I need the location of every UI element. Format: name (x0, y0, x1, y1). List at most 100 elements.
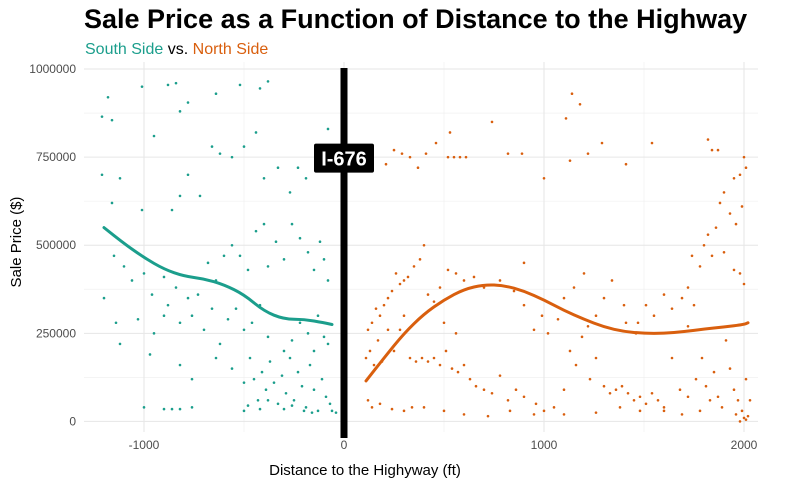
south-point (254, 131, 258, 134)
south-point (258, 87, 262, 90)
north-point (738, 272, 742, 275)
grid-minor (84, 62, 758, 432)
north-point (414, 360, 418, 363)
north-point (580, 335, 584, 339)
north-point (706, 138, 710, 141)
south-point (170, 208, 174, 212)
north-point (602, 384, 606, 388)
south-point (148, 353, 152, 356)
north-point (690, 254, 694, 258)
trend-lines (102, 226, 750, 383)
north-point (442, 409, 446, 413)
north-point (454, 332, 458, 335)
south-point (238, 254, 242, 258)
south-point (230, 155, 234, 159)
south-point (114, 321, 118, 325)
south-point (100, 173, 104, 177)
south-point (282, 258, 286, 261)
south-point (246, 404, 250, 407)
south-point (162, 314, 166, 318)
south-point (266, 80, 270, 83)
north-point (712, 370, 716, 374)
highway-label-box (314, 143, 374, 173)
north-point (468, 377, 472, 381)
north-point (394, 272, 398, 275)
north-point (416, 166, 420, 170)
y-tick-label: 250000 (36, 326, 76, 340)
south-point (110, 118, 114, 122)
south-point (260, 370, 264, 374)
north-point (512, 289, 516, 293)
south-point (298, 321, 302, 325)
south-point (256, 398, 260, 402)
north-point (454, 272, 458, 275)
north-point (710, 148, 714, 152)
south-point (310, 411, 314, 414)
north-point (498, 374, 502, 377)
north-point (624, 321, 628, 325)
north-point (506, 398, 510, 402)
south-point (308, 363, 312, 367)
south-point (272, 381, 276, 384)
north-point (384, 162, 388, 166)
south-point (292, 398, 296, 402)
north-point (376, 339, 380, 342)
chart-title: Sale Price as a Function of Distance to … (84, 4, 748, 34)
north-point (732, 388, 736, 392)
subtitle-north: North Side (192, 41, 269, 58)
south-point (312, 349, 316, 353)
north-point (686, 324, 690, 328)
south-point (290, 222, 294, 226)
north-point (448, 131, 452, 134)
north-point (392, 148, 396, 152)
south-point (326, 342, 330, 346)
north-point (490, 120, 494, 124)
north-point (720, 406, 724, 409)
north-point (462, 363, 466, 367)
north-point (718, 201, 722, 205)
south-point (274, 240, 278, 244)
south-point (262, 176, 266, 180)
north-point (392, 349, 396, 353)
south-point (330, 409, 334, 413)
south-point (152, 332, 156, 335)
north-point (716, 148, 720, 152)
x-axis-ticks: -1000 0 1000 2000 (129, 438, 758, 452)
south-point (166, 83, 170, 87)
north-point (422, 406, 426, 409)
north-point (694, 377, 698, 381)
south-point (202, 328, 206, 332)
south-point (322, 335, 326, 339)
north-point (522, 395, 526, 399)
south-point (268, 360, 272, 363)
south-point (152, 134, 156, 138)
south-point (282, 349, 286, 353)
south-point (320, 377, 324, 381)
south-point (106, 95, 110, 99)
north-point (426, 293, 430, 296)
y-tick-label: 500000 (36, 238, 76, 252)
north-point (370, 321, 374, 325)
chart-subtitle: South Side vs. North Side (85, 41, 268, 59)
north-point (704, 384, 708, 388)
north-point (594, 411, 598, 414)
north-point (632, 398, 636, 402)
south-point (140, 85, 144, 88)
north-point (540, 314, 544, 318)
north-point (482, 388, 486, 392)
north-point (542, 409, 546, 413)
x-tick-label: -1000 (129, 438, 160, 452)
north-point (402, 279, 406, 282)
north-point (378, 314, 382, 318)
north-point (686, 286, 690, 289)
south-point (326, 279, 330, 282)
north-point (486, 414, 490, 418)
south-point (242, 328, 246, 332)
south-point (178, 321, 182, 325)
north-point (732, 176, 736, 180)
north-point (366, 328, 370, 332)
north-point (734, 413, 738, 416)
north-point (456, 370, 460, 374)
south-point (264, 388, 268, 392)
south-point (214, 92, 218, 96)
